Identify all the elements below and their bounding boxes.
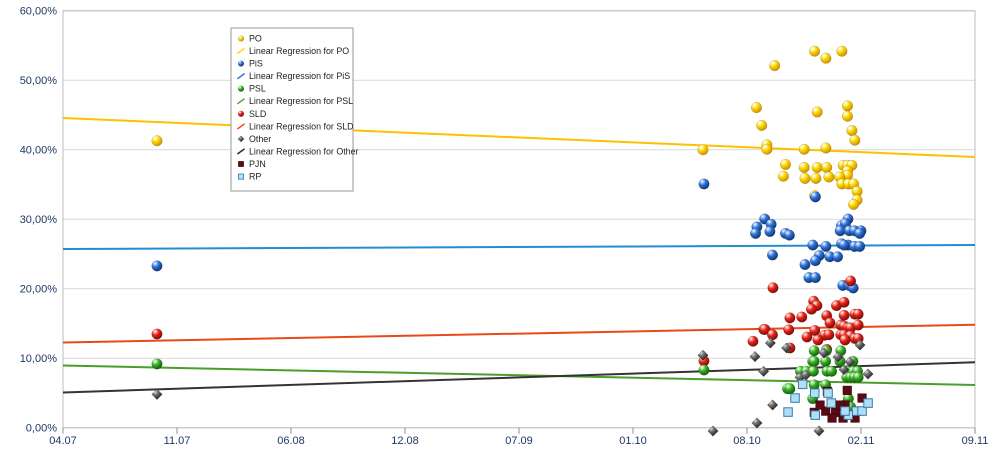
svg-text:PSL: PSL xyxy=(249,84,266,94)
svg-text:06.08: 06.08 xyxy=(277,435,305,447)
svg-text:20,00%: 20,00% xyxy=(20,283,58,295)
svg-text:07.09: 07.09 xyxy=(505,435,533,447)
svg-text:PJN: PJN xyxy=(249,159,266,169)
svg-text:Linear Regression for Other: Linear Regression for Other xyxy=(249,146,359,156)
svg-text:Other: Other xyxy=(249,134,271,144)
svg-text:12.08: 12.08 xyxy=(391,435,419,447)
svg-text:40,00%: 40,00% xyxy=(20,144,58,156)
svg-text:01.10: 01.10 xyxy=(619,435,647,447)
svg-text:Linear Regression for PO: Linear Regression for PO xyxy=(249,46,349,56)
svg-text:10,00%: 10,00% xyxy=(20,353,58,365)
svg-text:PiS: PiS xyxy=(249,59,263,69)
svg-text:02.11: 02.11 xyxy=(848,435,875,447)
svg-text:11.07: 11.07 xyxy=(164,435,191,447)
svg-text:PO: PO xyxy=(249,34,262,44)
svg-text:Linear Regression for PSL: Linear Regression for PSL xyxy=(249,96,353,106)
svg-text:RP: RP xyxy=(249,172,261,182)
svg-text:0,00%: 0,00% xyxy=(26,422,57,434)
svg-text:Linear Regression for SLD: Linear Regression for SLD xyxy=(249,121,354,131)
svg-text:04.07: 04.07 xyxy=(49,435,77,447)
svg-text:SLD: SLD xyxy=(249,109,266,119)
svg-text:50,00%: 50,00% xyxy=(20,75,58,87)
svg-text:08.10: 08.10 xyxy=(733,435,761,447)
svg-text:Linear Regression for PiS: Linear Regression for PiS xyxy=(249,71,350,81)
svg-text:30,00%: 30,00% xyxy=(20,214,58,226)
svg-text:09.11: 09.11 xyxy=(962,435,989,447)
svg-text:60,00%: 60,00% xyxy=(20,5,58,17)
